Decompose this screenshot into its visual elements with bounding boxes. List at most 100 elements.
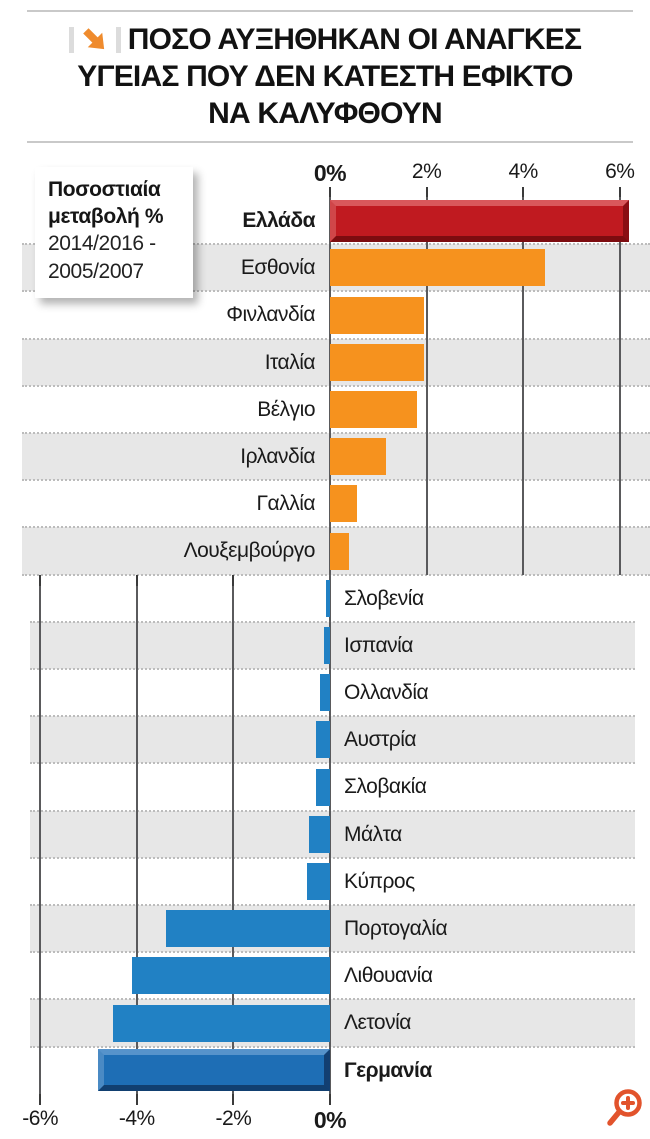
bar — [330, 438, 386, 476]
gridline — [135, 574, 138, 1094]
gridline — [522, 197, 525, 575]
top-axis-label: 6% — [605, 160, 635, 183]
country-label: Γαλλία — [256, 492, 315, 516]
bottom-axis-label: -6% — [22, 1106, 59, 1130]
row-separator — [30, 856, 635, 859]
legend-line-2: μεταβολή % — [48, 205, 164, 228]
title-bottom-divider — [27, 141, 633, 143]
bar — [315, 768, 330, 806]
axis-tick — [135, 1093, 138, 1105]
row-separator — [30, 904, 635, 906]
country-label: Λουξεμβούργο — [183, 539, 316, 563]
row-separator — [22, 479, 650, 482]
gridline — [618, 197, 621, 575]
bar — [330, 343, 425, 381]
zoom-in-icon[interactable] — [598, 1083, 646, 1135]
bar — [98, 1049, 330, 1092]
bar — [309, 815, 330, 853]
bar — [330, 532, 350, 570]
bar — [330, 296, 425, 334]
country-label: Ιρλανδία — [240, 445, 315, 468]
row-separator — [30, 1045, 635, 1048]
zero-axis-line — [329, 197, 331, 1094]
top-axis-label: 2% — [411, 160, 442, 183]
legend-line-4: 2005/2007 — [48, 260, 144, 283]
row-separator — [22, 384, 650, 387]
title-text-3: ΝΑ ΚΑΛΥΦΘΟΥΝ — [208, 97, 442, 130]
row-band — [30, 716, 635, 764]
country-label: Λιθουανία — [344, 964, 433, 988]
bar — [307, 862, 330, 900]
title-text-2: ΥΓΕΙΑΣ ΠΟΥ ΔΕΝ ΚΑΤΕΣΤΗ ΕΦΙΚΤΟ — [77, 60, 573, 93]
axis-tick — [39, 574, 42, 586]
row-separator — [30, 951, 635, 954]
bar — [330, 199, 630, 242]
bar — [330, 390, 417, 428]
row-separator — [30, 715, 635, 718]
bar — [112, 1004, 330, 1042]
row-separator — [22, 243, 650, 246]
bottom-axis-label: -4% — [118, 1106, 155, 1130]
bar — [315, 721, 330, 759]
top-axis-label: 4% — [508, 160, 539, 183]
title-line-1: ΠΟΣΟ ΑΥΞΗΘΗΚΑΝ ΟΙ ΑΝΑΓΚΕΣ — [0, 21, 650, 58]
axis-tick — [135, 574, 138, 586]
row-band — [30, 905, 635, 953]
country-label: Σλοβενία — [344, 586, 424, 610]
bar — [326, 579, 330, 617]
bar — [165, 910, 330, 948]
axis-tick — [522, 187, 525, 197]
icon-left-bar — [68, 26, 74, 53]
gridline — [232, 574, 235, 1094]
legend-line-3: 2014/2016 - — [48, 232, 156, 255]
country-label: Μάλτα — [344, 822, 402, 846]
title-text-1: ΠΟΣΟ ΑΥΞΗΘΗΚΑΝ ΟΙ ΑΝΑΓΚΕΣ — [127, 23, 582, 56]
country-label: Φινλανδία — [226, 303, 315, 327]
gridline — [39, 574, 42, 1094]
bar — [131, 957, 330, 995]
legend-box: Ποσοστιαία μεταβολή % 2014/2016 - 2005/2… — [35, 167, 193, 298]
country-label: Κύπρος — [344, 869, 415, 893]
bar — [330, 249, 545, 287]
country-label: Γερμανία — [344, 1058, 432, 1082]
row-band — [30, 621, 635, 669]
icon-right-bar — [115, 26, 121, 53]
legend-line-1: Ποσοστιαία — [48, 178, 161, 201]
down-right-arrow-icon — [81, 26, 109, 54]
row-separator — [30, 620, 635, 623]
country-label: Ισπανία — [344, 633, 413, 657]
country-label: Ελλάδα — [242, 209, 315, 232]
axis-tick — [232, 1093, 235, 1105]
country-label: Αυστρία — [344, 728, 417, 752]
page-title: ΠΟΣΟ ΑΥΞΗΘΗΚΑΝ ΟΙ ΑΝΑΓΚΕΣ ΥΓΕΙΑΣ ΠΟΥ ΔΕΝ… — [0, 21, 650, 132]
top-axis-label: 0% — [313, 160, 347, 186]
gridline — [425, 197, 428, 575]
country-label: Λετονία — [344, 1011, 411, 1035]
axis-tick — [329, 187, 331, 197]
country-label: Εσθονία — [240, 256, 316, 280]
bar — [330, 485, 357, 523]
axis-tick — [39, 1093, 42, 1105]
row-separator — [22, 432, 650, 434]
row-separator — [30, 809, 635, 812]
axis-tick — [329, 1093, 331, 1105]
row-separator — [30, 668, 635, 670]
country-label: Βέλγιο — [257, 397, 315, 421]
row-separator — [22, 337, 650, 340]
country-label: Πορτογαλία — [344, 917, 448, 940]
bar — [320, 674, 330, 712]
row-separator — [22, 573, 650, 576]
row-separator — [22, 526, 650, 529]
row-separator — [22, 290, 650, 293]
bar — [324, 626, 330, 664]
bottom-axis-label: -2% — [215, 1106, 252, 1130]
country-label: Ιταλία — [264, 350, 316, 374]
bottom-axis-label: 0% — [313, 1106, 347, 1133]
row-separator — [30, 998, 635, 1001]
row-separator — [30, 762, 635, 765]
country-label: Ολλανδία — [344, 681, 429, 704]
row-band — [30, 810, 635, 858]
title-top-divider — [27, 10, 633, 12]
